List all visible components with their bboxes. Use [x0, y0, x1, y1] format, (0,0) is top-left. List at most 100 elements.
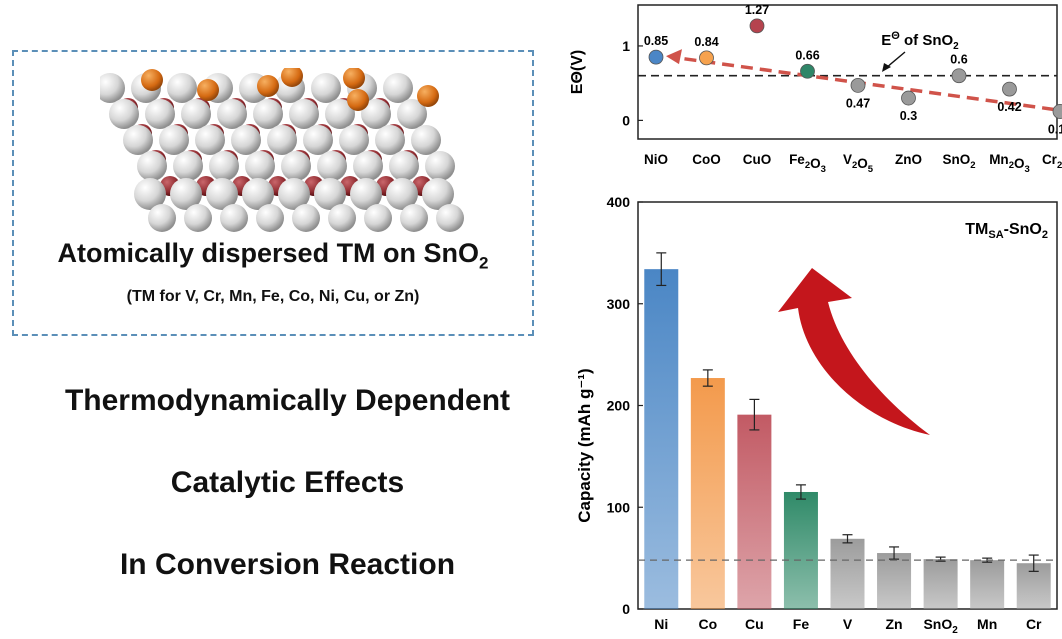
white-atom — [375, 125, 405, 155]
x-tick-label: Fe — [793, 616, 810, 632]
headline-line-2: Catalytic Effects — [170, 466, 405, 499]
y-tick-label: 400 — [607, 194, 631, 210]
structure-title: Atomically dispersed TM on SnO2 — [57, 238, 489, 273]
y-tick-label: 0 — [622, 112, 630, 128]
white-atom — [256, 204, 284, 232]
white-atom — [350, 178, 382, 210]
white-atom — [386, 178, 418, 210]
x-tick-label: Mn2O3 — [989, 152, 1030, 175]
annotation-pointer-head — [882, 63, 891, 72]
orange-tm-atom — [141, 69, 163, 91]
bar — [737, 414, 772, 609]
y-tick-label: 1 — [622, 38, 630, 54]
y-tick-label: 300 — [607, 296, 631, 312]
white-atom — [325, 99, 355, 129]
bar — [644, 269, 679, 609]
orange-tm-atom — [343, 68, 365, 89]
orange-tm-atom — [347, 89, 369, 111]
data-label: 1.27 — [745, 3, 769, 17]
bar — [970, 560, 1005, 609]
x-tick-label: Ni — [654, 616, 668, 632]
data-point — [901, 90, 916, 106]
reference-annotation: EΘ of SnO2 — [881, 30, 959, 52]
white-atom — [253, 99, 283, 129]
white-atom — [436, 204, 464, 232]
data-label: 0.85 — [644, 34, 668, 48]
white-atom — [206, 178, 238, 210]
structure-subtitle: (TM for V, Cr, Mn, Fe, Co, Ni, Cu, or Zn… — [126, 288, 420, 305]
annotation-pointer — [885, 51, 906, 69]
bar — [877, 553, 912, 609]
trend-arrow-head — [666, 49, 682, 65]
white-atom — [389, 151, 419, 181]
y-tick-label: 0 — [622, 601, 630, 617]
x-tick-label: Cu — [745, 616, 764, 632]
x-tick-label: Cr — [1026, 616, 1042, 632]
white-atom — [231, 125, 261, 155]
y-axis-label: EΘ(V) — [569, 50, 586, 94]
trend-arrow — [778, 268, 930, 435]
data-point — [749, 18, 765, 34]
white-atom — [278, 178, 310, 210]
white-atom — [281, 151, 311, 181]
data-point — [699, 50, 714, 66]
potential-chart: 0 1 EΘ(V) EΘ of SnO2 0.85 NiO 0.84 CoO 1.27 CuO 0.… — [569, 3, 1062, 175]
x-tick-label: Fe2O3 — [789, 152, 826, 175]
white-atom — [100, 73, 125, 103]
white-atom — [245, 151, 275, 181]
y-tick-label: 100 — [607, 499, 631, 515]
white-atom — [422, 178, 454, 210]
data-point — [850, 78, 866, 93]
white-atom — [328, 204, 356, 232]
x-tick-label: Co — [698, 616, 717, 632]
orange-tm-atom — [197, 79, 219, 101]
white-atom — [289, 99, 319, 129]
white-atom — [209, 151, 239, 181]
data-point — [1052, 104, 1062, 119]
white-atom — [145, 99, 175, 129]
chart-title: TMSA-SnO2 — [965, 221, 1048, 241]
x-tick-label: SnO2 — [923, 616, 958, 636]
y-tick-label: 200 — [607, 398, 631, 414]
x-tick-label: NiO — [644, 152, 668, 167]
x-tick-label: V — [843, 616, 853, 632]
white-atom — [167, 73, 197, 103]
x-tick-label: SnO2 — [942, 152, 975, 171]
headline-line-1: Thermodynamically Dependent — [64, 384, 511, 417]
data-label: 0.84 — [694, 35, 718, 49]
white-atom — [317, 151, 347, 181]
white-atom — [195, 125, 225, 155]
white-atom — [292, 204, 320, 232]
white-atom — [400, 204, 428, 232]
y-axis-label: Capacity (mAh g⁻¹) — [575, 368, 594, 522]
data-point — [800, 63, 815, 79]
white-atom — [184, 204, 212, 232]
white-atom — [137, 151, 167, 181]
structure-box — [12, 50, 534, 336]
x-tick-label: V2O5 — [843, 152, 874, 175]
plot-frame — [637, 4, 1058, 140]
data-label: 0.3 — [900, 109, 917, 123]
orange-tm-atom — [417, 85, 439, 107]
white-atom — [134, 178, 166, 210]
white-atom — [361, 99, 391, 129]
left-panel: Atomically dispersed TM on SnO2 (TM for … — [12, 50, 534, 581]
atomic-structure-illustration — [100, 68, 464, 232]
white-atom — [364, 204, 392, 232]
white-atom — [339, 125, 369, 155]
white-atom — [173, 151, 203, 181]
white-atom — [425, 151, 455, 181]
orange-tm-atom — [281, 68, 303, 87]
white-atom — [217, 99, 247, 129]
white-atom — [411, 125, 441, 155]
white-atom — [311, 73, 341, 103]
x-tick-label: Mn — [977, 616, 997, 632]
x-tick-label: Zn — [886, 616, 903, 632]
white-atom — [353, 151, 383, 181]
white-atom — [170, 178, 202, 210]
data-label: 0.12 — [1048, 122, 1062, 136]
x-tick-label: ZnO — [895, 152, 922, 167]
x-tick-label: CuO — [743, 152, 772, 167]
data-point — [951, 68, 967, 84]
white-atom — [303, 125, 333, 155]
